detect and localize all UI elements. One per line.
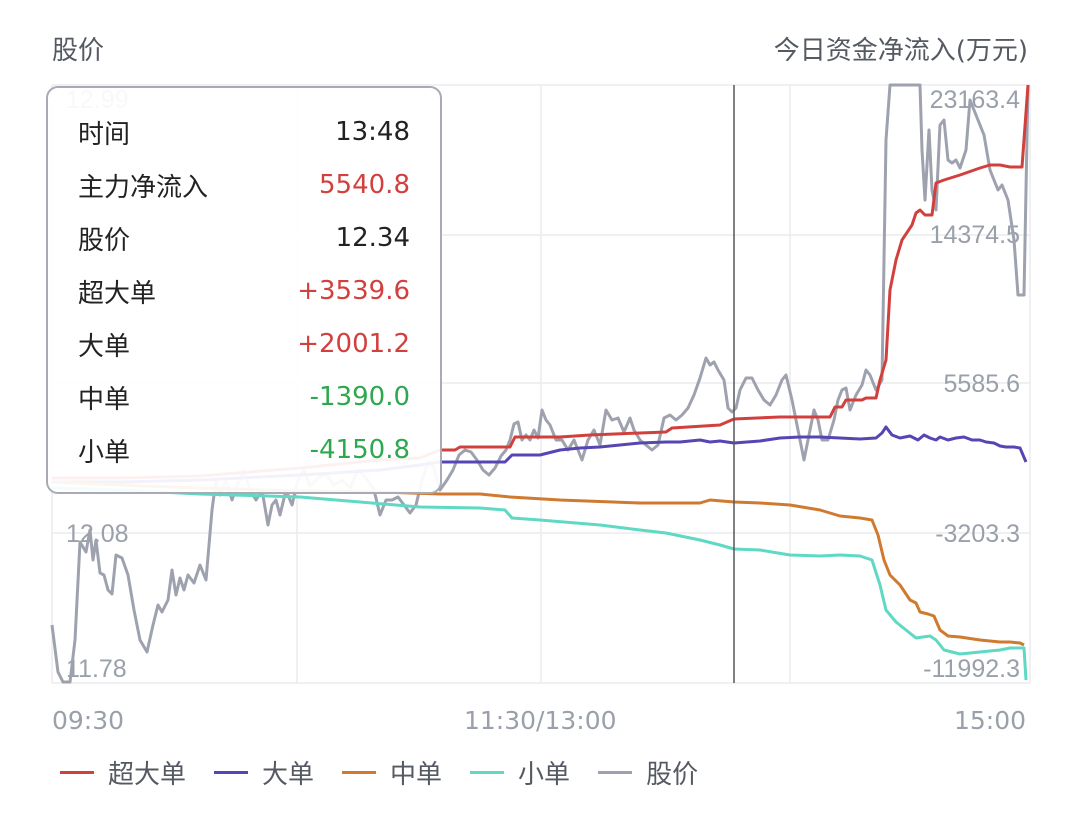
tooltip-row-price: 股价 12.34 [78, 218, 410, 258]
tooltip-label: 大单 [78, 331, 131, 362]
tooltip-label: 股价 [78, 225, 131, 256]
x-tick-midday: 11:30/13:00 [464, 706, 617, 735]
legend-item-large[interactable]: 大单 [214, 754, 314, 791]
legend-item-small[interactable]: 小单 [470, 754, 570, 791]
svg-text:5585.6: 5585.6 [944, 370, 1020, 398]
tooltip-row-main-inflow: 主力净流入 5540.8 [78, 165, 410, 205]
svg-text:11.78: 11.78 [66, 655, 127, 683]
legend-label: 小单 [518, 760, 571, 790]
tooltip-panel: 时间 13:48 主力净流入 5540.8 股价 12.34 超大单 +3539… [46, 86, 442, 494]
tooltip-value: +3539.6 [297, 276, 410, 306]
tooltip-label: 主力净流入 [78, 172, 209, 203]
tooltip-label: 超大单 [78, 278, 157, 309]
tooltip-row-super-large: 超大单 +3539.6 [78, 271, 410, 311]
legend: 超大单 大单 中单 小单 股价 [60, 754, 726, 791]
tooltip-label: 时间 [78, 119, 131, 150]
series-price-line [50, 83, 1030, 684]
tooltip-label: 中单 [78, 384, 131, 415]
tooltip-value: -4150.8 [309, 435, 410, 465]
x-tick-close: 15:00 [953, 706, 1026, 735]
right-axis-title: 今日资金净流入(万元) [773, 36, 1028, 66]
svg-text:14374.5: 14374.5 [930, 221, 1020, 249]
legend-label: 超大单 [108, 760, 187, 790]
legend-label: 大单 [262, 760, 315, 790]
legend-item-medium[interactable]: 中单 [342, 754, 442, 791]
x-tick-open: 09:30 [52, 706, 125, 735]
svg-text:-11992.3: -11992.3 [923, 655, 1020, 683]
series-large-line [52, 425, 1028, 484]
tooltip-label: 小单 [78, 437, 131, 468]
right-axis-labels: 23163.4 14374.5 5585.6 -3203.3 -11992.3 [923, 86, 1020, 683]
tooltip-value: 12.34 [335, 223, 410, 253]
svg-text:-3203.3: -3203.3 [935, 520, 1020, 548]
tooltip-value: 13:48 [335, 117, 410, 147]
legend-swatch-icon [598, 771, 633, 774]
series-super-large-line [52, 84, 1030, 480]
left-axis-title: 股价 [52, 36, 105, 66]
legend-item-super-large[interactable]: 超大单 [60, 754, 186, 791]
series-medium-line [51, 480, 1025, 647]
legend-swatch-icon [60, 771, 94, 774]
legend-label: 股价 [646, 760, 699, 790]
legend-swatch-icon [214, 771, 249, 774]
tooltip-row-medium: 中单 -1390.0 [78, 377, 410, 417]
tooltip-row-large: 大单 +2001.2 [78, 324, 410, 364]
tooltip-value: +2001.2 [297, 329, 410, 359]
legend-item-price[interactable]: 股价 [598, 754, 698, 791]
tooltip-row-time: 时间 13:48 [78, 112, 410, 152]
tooltip-row-small: 小单 -4150.8 [78, 430, 410, 470]
legend-label: 中单 [390, 760, 443, 790]
tooltip-value: -1390.0 [309, 382, 410, 412]
tooltip-value: 5540.8 [319, 170, 410, 200]
legend-swatch-icon [342, 771, 377, 774]
legend-swatch-icon [470, 771, 505, 774]
series-small-line [51, 486, 1028, 681]
